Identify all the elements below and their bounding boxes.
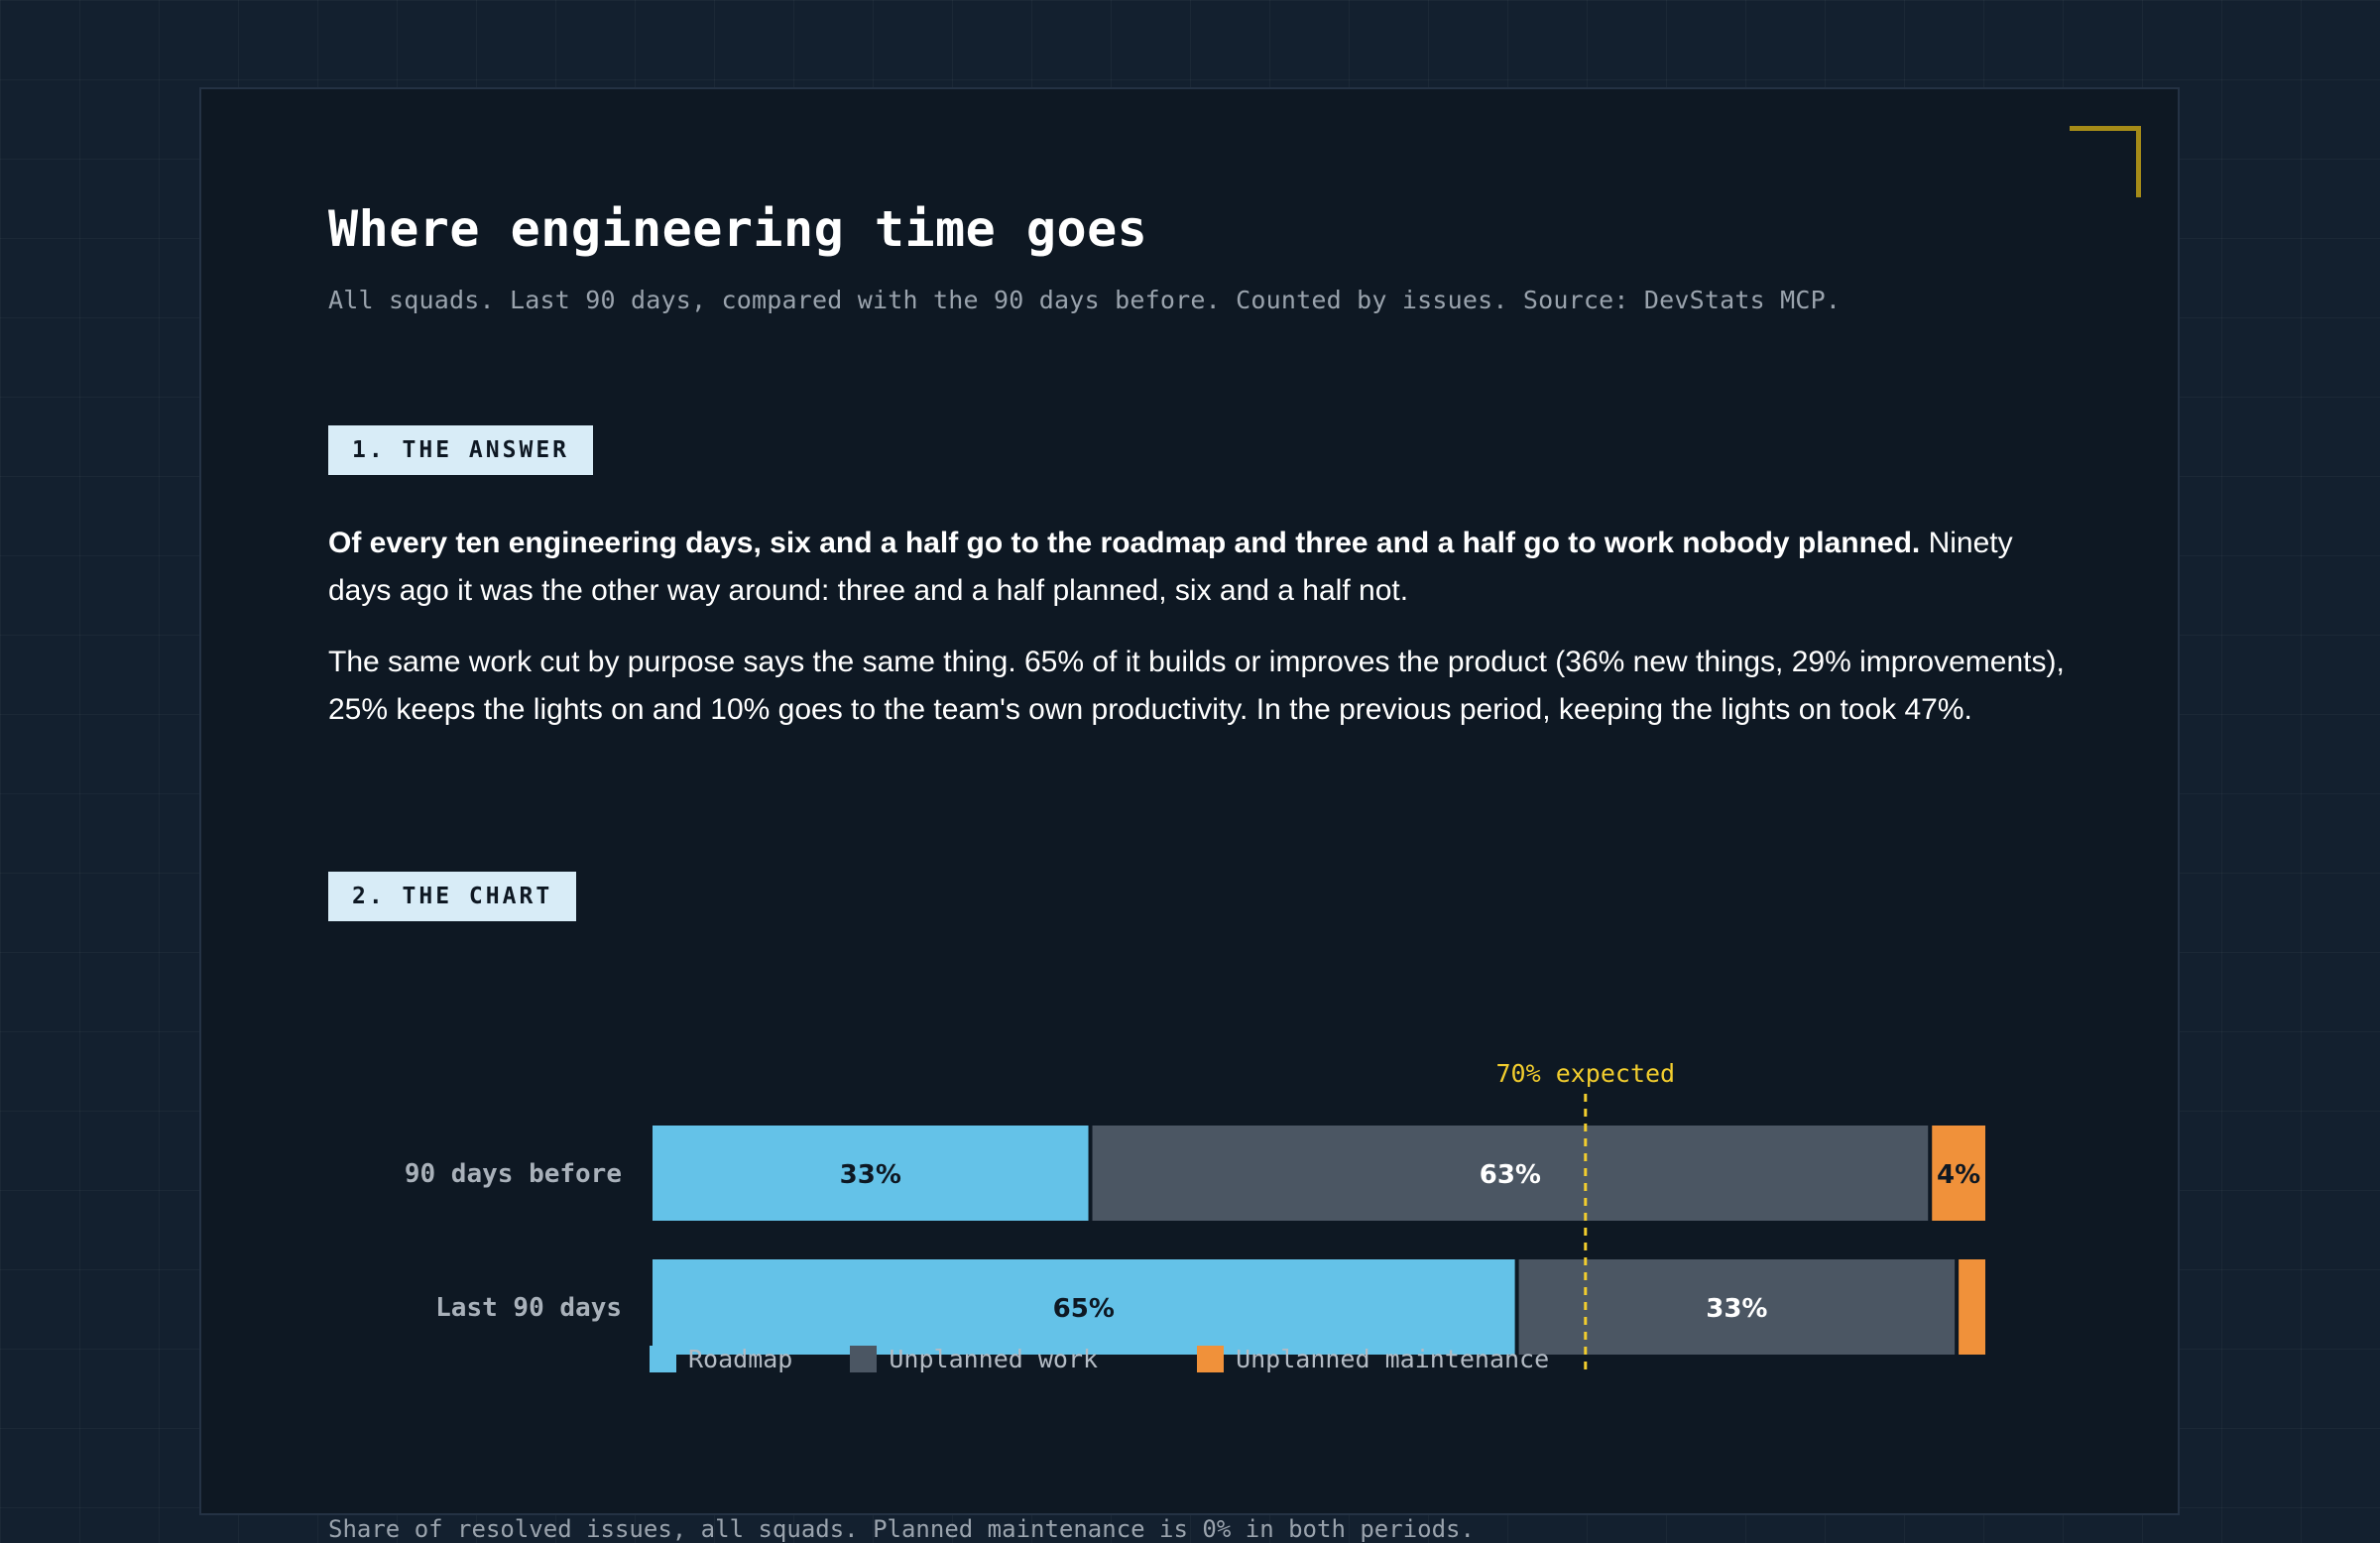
answer-text: Of every ten engineering days, six and a… <box>328 520 2074 758</box>
legend-swatch <box>850 1346 878 1372</box>
report-card: Where engineering time goes All squads. … <box>199 87 2180 1543</box>
chart-legend: Roadmap Unplanned work Unplanned maintenan… <box>650 1345 1606 1373</box>
stacked-bar-chart: 90 days before 33% 63% 4% Last 90 days 65% 33%… <box>405 1059 1985 1376</box>
reference-line-label: 70% expected <box>1495 1059 1675 1088</box>
corner-accent <box>2070 126 2141 197</box>
bar-unplanned-work <box>1518 1259 1956 1355</box>
bar-unplanned-maintenance <box>1959 1259 1985 1355</box>
legend-label: Unplanned work <box>889 1345 1099 1373</box>
answer-paragraph-1: Of every ten engineering days, six and a… <box>328 520 2074 615</box>
category-label: 90 days before <box>405 1159 622 1189</box>
bar-value-label: 65% <box>1053 1294 1115 1324</box>
section-tag-answer: 1. THE ANSWER <box>328 425 594 475</box>
legend-swatch <box>1197 1346 1225 1372</box>
page-title: Where engineering time goes <box>328 200 1148 258</box>
chart-footnote: Share of resolved issues, all squads. Pl… <box>328 1515 1475 1543</box>
bar-value-label: 33% <box>840 1160 901 1190</box>
legend-swatch <box>650 1346 676 1372</box>
bar-unplanned-work <box>1092 1126 1929 1221</box>
bar-value-label: 63% <box>1480 1160 1541 1190</box>
legend-label: Unplanned maintenance <box>1236 1345 1550 1373</box>
answer-p1-rest: Ninety days ago it was the other way aro… <box>328 527 2013 607</box>
legend-item: Roadmap <box>650 1345 792 1373</box>
category-label: Last 90 days <box>435 1293 622 1323</box>
answer-highlight: Of every ten engineering days, six and a… <box>328 527 1921 559</box>
bar-unplanned-maintenance <box>1932 1126 1985 1221</box>
bar-value-label: 4% <box>1937 1160 1980 1190</box>
section-tag-chart: 2. THE CHART <box>328 872 577 921</box>
legend-label: Roadmap <box>688 1345 793 1373</box>
bar-roadmap <box>653 1259 1515 1355</box>
page-subtitle: All squads. Last 90 days, compared with … <box>328 286 1842 314</box>
bar-value-label: 33% <box>1706 1294 1767 1324</box>
answer-paragraph-2: The same work cut by purpose says the sa… <box>328 646 2065 726</box>
legend-item: Unplanned maintenance <box>1197 1345 1549 1373</box>
bar-roadmap <box>653 1126 1089 1221</box>
legend-item: Unplanned work <box>850 1345 1098 1373</box>
